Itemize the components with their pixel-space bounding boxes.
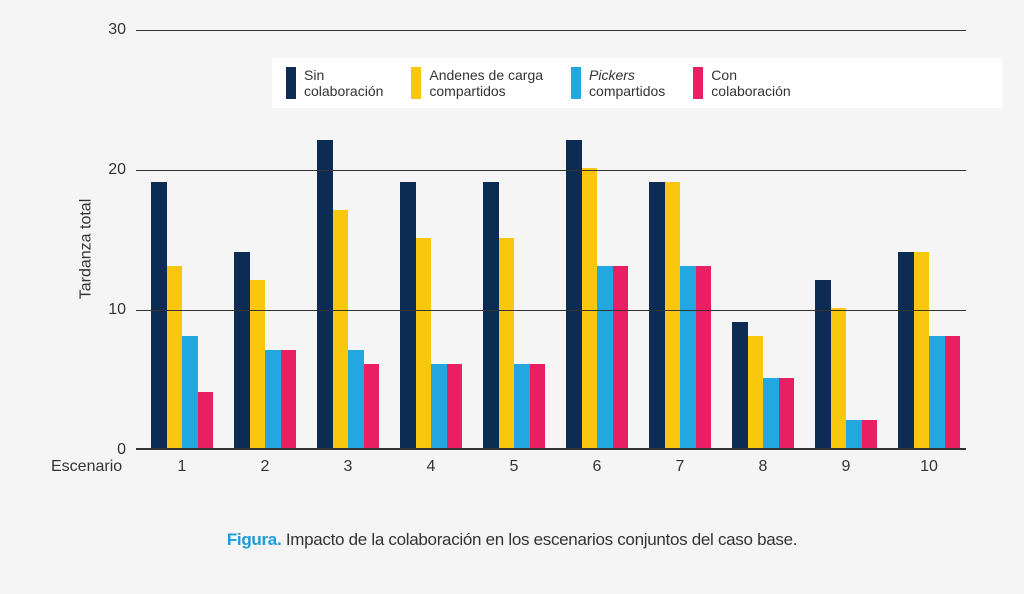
bar-pickers_compartidos	[680, 266, 696, 448]
gridline	[136, 170, 966, 171]
bar-con_colaboracion	[281, 350, 297, 448]
legend-item-con_colaboracion: Concolaboración	[693, 67, 790, 99]
legend-swatch	[571, 67, 581, 99]
bar-pickers_compartidos	[514, 364, 530, 448]
x-tick-label: 2	[261, 458, 270, 476]
bar-andenes_compartidos	[665, 182, 681, 448]
legend-item-sin_colaboracion: Sincolaboración	[286, 67, 383, 99]
bar-andenes_compartidos	[333, 210, 349, 448]
x-tick-label: 8	[759, 458, 768, 476]
x-axis-title: Escenario	[51, 458, 122, 476]
bar-sin_colaboracion	[317, 140, 333, 448]
bar-pickers_compartidos	[431, 364, 447, 448]
y-tick-label: 30	[96, 21, 126, 39]
bar-andenes_compartidos	[250, 280, 266, 448]
x-tick-label: 7	[676, 458, 685, 476]
bar-sin_colaboracion	[151, 182, 167, 448]
bar-pickers_compartidos	[597, 266, 613, 448]
bar-con_colaboracion	[447, 364, 463, 448]
legend-item-andenes_compartidos: Andenes de cargacompartidos	[411, 67, 543, 99]
y-tick-label: 10	[96, 301, 126, 319]
gridline	[136, 310, 966, 311]
bar-con_colaboracion	[198, 392, 214, 448]
legend-label: Pickerscompartidos	[589, 67, 665, 99]
bar-sin_colaboracion	[483, 182, 499, 448]
bar-sin_colaboracion	[234, 252, 250, 448]
y-tick-label: 0	[96, 441, 126, 459]
legend-swatch	[286, 67, 296, 99]
bar-sin_colaboracion	[400, 182, 416, 448]
bar-pickers_compartidos	[182, 336, 198, 448]
bar-andenes_compartidos	[914, 252, 930, 448]
legend-swatch	[411, 67, 421, 99]
figure-caption: Figura. Impacto de la colaboración en lo…	[0, 530, 1024, 550]
caption-text: Impacto de la colaboración en los escena…	[281, 530, 797, 549]
x-tick-label: 9	[842, 458, 851, 476]
y-axis-label: Tardanza total	[77, 199, 95, 300]
bar-con_colaboracion	[696, 266, 712, 448]
chart-container: Tardanza total SincolaboraciónAndenes de…	[86, 30, 966, 470]
bar-sin_colaboracion	[815, 280, 831, 448]
legend-item-pickers_compartidos: Pickerscompartidos	[571, 67, 665, 99]
legend-label: Sincolaboración	[304, 67, 383, 99]
x-tick-label: 4	[427, 458, 436, 476]
legend: Sincolaboración Andenes de cargacompartid…	[272, 58, 1002, 108]
legend-label: Andenes de cargacompartidos	[429, 67, 543, 99]
gridline	[136, 30, 966, 31]
bar-group	[151, 30, 213, 448]
bar-sin_colaboracion	[898, 252, 914, 448]
bar-pickers_compartidos	[763, 378, 779, 448]
bar-pickers_compartidos	[265, 350, 281, 448]
bar-con_colaboracion	[945, 336, 961, 448]
bar-pickers_compartidos	[929, 336, 945, 448]
x-tick-label: 6	[593, 458, 602, 476]
y-tick-label: 20	[96, 161, 126, 179]
bar-sin_colaboracion	[566, 140, 582, 448]
bar-andenes_compartidos	[748, 336, 764, 448]
bar-sin_colaboracion	[732, 322, 748, 448]
bar-con_colaboracion	[779, 378, 795, 448]
bar-con_colaboracion	[613, 266, 629, 448]
x-tick-label: 10	[920, 458, 938, 476]
x-tick-label: 1	[178, 458, 187, 476]
bar-andenes_compartidos	[167, 266, 183, 448]
bar-andenes_compartidos	[416, 238, 432, 448]
bar-andenes_compartidos	[831, 308, 847, 448]
legend-swatch	[693, 67, 703, 99]
bar-pickers_compartidos	[348, 350, 364, 448]
caption-prefix: Figura.	[227, 530, 282, 549]
bar-con_colaboracion	[530, 364, 546, 448]
x-tick-label: 3	[344, 458, 353, 476]
bar-andenes_compartidos	[499, 238, 515, 448]
x-tick-label: 5	[510, 458, 519, 476]
bar-con_colaboracion	[862, 420, 878, 448]
bar-pickers_compartidos	[846, 420, 862, 448]
bar-andenes_compartidos	[582, 168, 598, 448]
bar-con_colaboracion	[364, 364, 380, 448]
legend-label: Concolaboración	[711, 67, 790, 99]
bar-sin_colaboracion	[649, 182, 665, 448]
